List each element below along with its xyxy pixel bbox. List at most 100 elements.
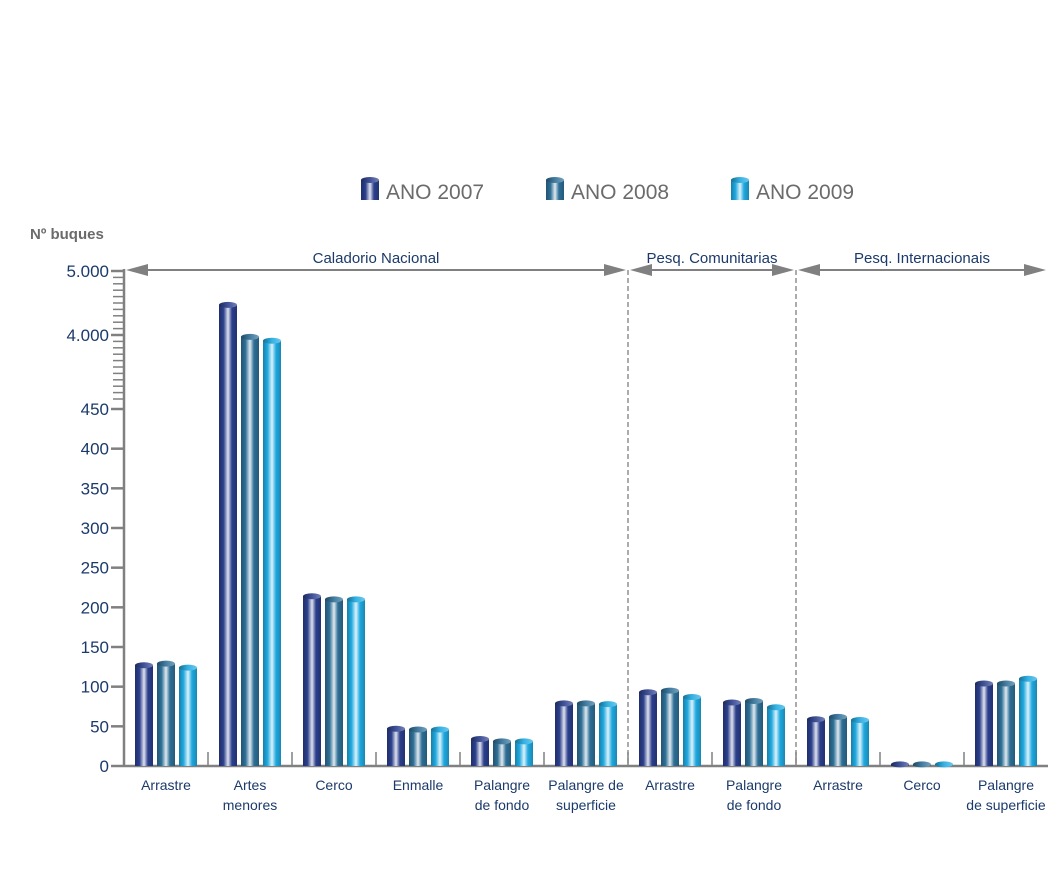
bar	[347, 596, 365, 766]
bar	[935, 761, 953, 768]
bar-cap	[471, 736, 489, 743]
x-tick-label: Enmalle	[393, 777, 444, 793]
y-tick-label: 200	[81, 598, 109, 617]
bar	[661, 687, 679, 766]
bar	[829, 713, 847, 766]
section-brackets: Caladorio Nacional Pesq. Comunitarias Pesq…	[126, 250, 1046, 766]
x-tick-label: Arrastre	[813, 777, 863, 793]
x-tick-label: Palangre	[726, 777, 782, 793]
legend-swatch-cap	[546, 177, 564, 183]
bar	[745, 697, 763, 766]
bar-cap	[515, 738, 533, 745]
y-tick-label: 5.000	[66, 262, 109, 281]
x-tick-label: superficie	[556, 797, 616, 813]
bar	[431, 726, 449, 766]
bar	[157, 660, 175, 766]
bar-cap	[661, 687, 679, 694]
bar-cap	[767, 704, 785, 711]
bar-body	[219, 304, 237, 766]
bar	[599, 701, 617, 766]
bar-body	[135, 665, 153, 766]
bar	[807, 716, 825, 766]
y-tick-label: 0	[100, 757, 109, 776]
x-tick-label: de superficie	[966, 797, 1046, 813]
x-tick-label: Arrastre	[645, 777, 695, 793]
bar-cap	[493, 738, 511, 745]
bar-cap	[179, 664, 197, 671]
bar	[975, 680, 993, 766]
bar-cap	[387, 725, 405, 732]
y-tick-label: 50	[90, 717, 109, 736]
bar-cap	[975, 680, 993, 687]
bar-cap	[157, 660, 175, 667]
arrow-right-icon	[604, 264, 626, 276]
y-tick-label: 150	[81, 638, 109, 657]
arrow-right-icon	[772, 264, 794, 276]
bar-body	[683, 696, 701, 766]
bar-body	[179, 667, 197, 766]
bar-cap	[891, 761, 909, 768]
section-label: Pesq. Internacionais	[854, 250, 990, 267]
bar-cap	[555, 700, 573, 707]
bar	[241, 333, 259, 766]
legend-label: ANO 2007	[386, 181, 484, 204]
bar-body	[471, 739, 489, 766]
bar-cap	[997, 680, 1015, 687]
bar-cap	[577, 700, 595, 707]
x-tick-label: Palangre	[978, 777, 1034, 793]
bar	[1019, 675, 1037, 766]
bar-cap	[347, 596, 365, 603]
x-axis-labels: Arrastre Artes menores Cerco Enmalle Palangre…	[141, 777, 1046, 813]
y-tick-label: 100	[81, 678, 109, 697]
bar	[639, 689, 657, 766]
bar	[263, 337, 281, 766]
x-tick-label: Palangre de	[548, 777, 624, 793]
bar-body	[347, 599, 365, 766]
legend-label: ANO 2009	[756, 181, 854, 204]
bar-cap	[935, 761, 953, 768]
bar	[891, 761, 909, 768]
bar-body	[263, 340, 281, 766]
bar-body	[493, 741, 511, 766]
bar-cap	[409, 726, 427, 733]
bar	[767, 704, 785, 766]
bar-body	[431, 729, 449, 766]
y-tick-label: 300	[81, 519, 109, 538]
bar-cap	[431, 726, 449, 733]
bar-body	[661, 690, 679, 766]
y-tick-label: 450	[81, 400, 109, 419]
bar-body	[767, 707, 785, 766]
bar	[179, 664, 197, 766]
x-tick-label: de fondo	[727, 797, 782, 813]
y-tick-label: 400	[81, 440, 109, 459]
bar-cap	[683, 693, 701, 700]
bar-body	[325, 599, 343, 766]
legend-swatch-icon	[361, 180, 379, 200]
bars	[135, 301, 1037, 768]
x-tick-label: Cerco	[903, 777, 941, 793]
bar-cap	[135, 662, 153, 669]
bar-body	[997, 683, 1015, 766]
bar-body	[639, 692, 657, 766]
x-tick-label: de fondo	[475, 797, 530, 813]
bar-body	[723, 702, 741, 766]
bar-cap	[219, 301, 237, 308]
bar-cap	[303, 593, 321, 600]
bar-body	[807, 719, 825, 766]
arrow-right-icon	[1024, 264, 1046, 276]
bar	[303, 593, 321, 766]
bar	[577, 700, 595, 766]
bar-cap	[325, 596, 343, 603]
bar-body	[1019, 678, 1037, 766]
y-tick-label: 250	[81, 559, 109, 578]
bar-cap	[263, 337, 281, 344]
bar	[409, 726, 427, 766]
bar	[387, 725, 405, 766]
x-tick-label: Cerco	[315, 777, 353, 793]
bar-body	[241, 336, 259, 766]
bar-cap	[1019, 675, 1037, 682]
bar	[913, 761, 931, 768]
bar-body	[303, 596, 321, 766]
x-tick-label: menores	[223, 797, 277, 813]
bar	[851, 716, 869, 766]
